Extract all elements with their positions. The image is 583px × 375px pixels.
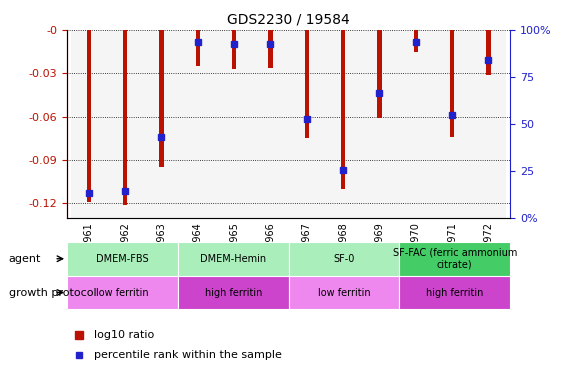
Bar (178, 242, 289, 276)
Text: high ferritin: high ferritin (205, 288, 262, 297)
Bar (87, 30, 91, 202)
Text: SF-0: SF-0 (333, 254, 354, 264)
Text: log10 ratio: log10 ratio (94, 330, 154, 340)
Bar (304, 30, 309, 138)
Bar (67, 242, 178, 276)
Text: SF-FAC (ferric ammonium
citrate): SF-FAC (ferric ammonium citrate) (392, 248, 517, 270)
Text: low ferritin: low ferritin (318, 288, 370, 297)
Bar (107, 30, 143, 217)
Bar (159, 30, 164, 167)
Bar (123, 30, 127, 204)
Bar (232, 30, 236, 69)
Bar (325, 30, 361, 217)
Bar (486, 30, 490, 75)
Bar (399, 242, 510, 276)
Bar (399, 276, 510, 309)
Bar (67, 276, 178, 309)
Text: high ferritin: high ferritin (426, 288, 483, 297)
Bar (178, 276, 289, 309)
Text: percentile rank within the sample: percentile rank within the sample (94, 350, 282, 360)
Bar (450, 30, 454, 137)
Bar (143, 30, 180, 217)
Bar (361, 30, 398, 217)
Bar (289, 276, 399, 309)
Bar (377, 30, 381, 118)
Bar (434, 30, 470, 217)
Text: DMEM-FBS: DMEM-FBS (96, 254, 149, 264)
Bar (268, 30, 273, 68)
Bar (71, 30, 107, 217)
Text: agent: agent (9, 254, 41, 264)
Bar (289, 30, 325, 217)
Bar (180, 30, 216, 217)
Bar (216, 30, 252, 217)
Text: low ferritin: low ferritin (96, 288, 149, 297)
Text: growth protocol: growth protocol (9, 288, 96, 297)
Bar (413, 30, 418, 52)
Bar (470, 30, 507, 217)
Bar (398, 30, 434, 217)
Bar (341, 30, 345, 189)
Bar (196, 30, 200, 66)
Text: DMEM-Hemin: DMEM-Hemin (200, 254, 266, 264)
Bar (252, 30, 289, 217)
Bar (289, 242, 399, 276)
Title: GDS2230 / 19584: GDS2230 / 19584 (227, 12, 350, 26)
